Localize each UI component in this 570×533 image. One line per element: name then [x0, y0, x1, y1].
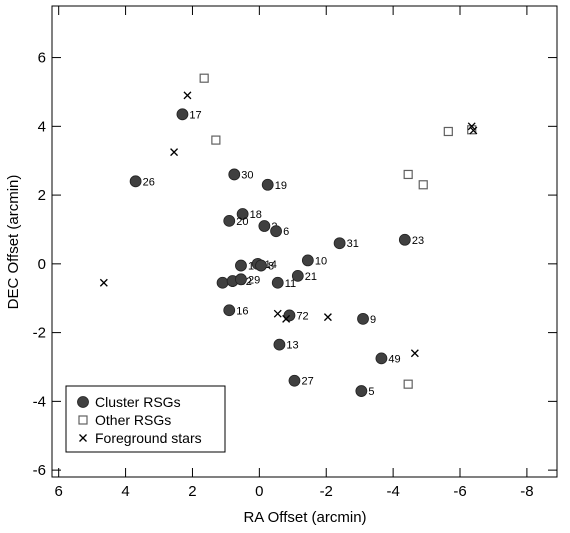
cluster-rsg-point — [235, 273, 247, 286]
y-tick-label: -2 — [33, 325, 46, 342]
cluster-rsg-point-label: 30 — [241, 169, 253, 181]
x-tick-label: 0 — [255, 483, 263, 500]
cluster-rsg-point — [357, 312, 369, 325]
cluster-rsg-point-label: 8 — [268, 261, 274, 273]
cluster-rsg-point — [129, 175, 142, 188]
cluster-rsg-point-label: 31 — [347, 238, 359, 250]
cluster-rsg-point-label: 18 — [250, 209, 262, 221]
other-rsg-point — [418, 180, 428, 190]
x-tick-label: 4 — [121, 483, 129, 500]
foreground-star-stroke — [467, 122, 476, 131]
cluster-rsg-point — [301, 254, 314, 267]
cluster-rsg-point — [270, 225, 282, 238]
cluster-rsg-point-label: 10 — [315, 255, 327, 267]
legend-foreground-label: Foreground stars — [95, 430, 202, 446]
cluster-rsg-point-label: 29 — [248, 274, 260, 286]
foreground-star-point — [273, 309, 282, 318]
foreground-star-point — [170, 148, 179, 157]
y-tick-label: 6 — [38, 50, 46, 67]
cluster-rsg-point — [236, 208, 249, 220]
foreground-star-stroke — [170, 148, 179, 157]
cluster-rsg-point-label: 16 — [236, 305, 248, 317]
x-tick-label: -8 — [520, 483, 533, 500]
legend-foreground-marker — [79, 434, 87, 442]
cluster-rsg-point-label: 14 — [265, 259, 277, 271]
foreground-star-stroke — [282, 314, 291, 323]
other-rsg-point — [211, 135, 221, 145]
cluster-rsg-point-label: 9 — [370, 314, 376, 326]
cluster-rsg-point — [261, 178, 274, 191]
foreground-star-point — [410, 349, 419, 358]
cluster-rsg-point-label: 13 — [286, 340, 298, 352]
cluster-rsg-point — [235, 259, 247, 272]
x-tick-label: -6 — [453, 483, 466, 500]
data-marks: 1730192618202631231015148213522911167213… — [99, 73, 478, 398]
cluster-rsg-point-label: 6 — [283, 226, 289, 238]
foreground-star-stroke — [323, 313, 332, 322]
legend-cluster-rsg-label: Cluster RSGs — [95, 394, 181, 410]
foreground-star-point — [467, 122, 476, 131]
y-tick-label: 0 — [38, 256, 46, 273]
y-tick-label: -6 — [33, 462, 46, 479]
foreground-star-stroke — [410, 349, 419, 358]
cluster-rsg-point — [223, 214, 236, 227]
y-axis-label: DEC Offset (arcmin) — [5, 175, 22, 310]
cluster-rsg-point — [223, 304, 236, 317]
foreground-star-stroke — [469, 126, 478, 135]
cluster-rsg-point-label: 23 — [412, 235, 424, 247]
y-tick-label: 4 — [38, 118, 46, 135]
cluster-rsg-point-label: 72 — [296, 310, 308, 322]
cluster-rsg-point-label: 19 — [275, 180, 287, 192]
cluster-rsg-point-label: 26 — [143, 176, 155, 188]
cluster-rsg-point — [216, 276, 229, 289]
cluster-rsg-point-label: 20 — [236, 216, 248, 228]
x-tick-label: 6 — [55, 483, 63, 500]
y-tick-label: -4 — [33, 393, 46, 410]
cluster-rsg-point — [271, 276, 284, 289]
cluster-rsg-point — [273, 338, 286, 351]
cluster-rsg-point — [258, 220, 271, 232]
legend-cluster-rsg-marker — [77, 396, 89, 408]
foreground-star-point — [99, 278, 108, 287]
legend-box — [65, 385, 226, 453]
legend-other-rsg-label: Other RSGs — [95, 412, 171, 428]
cluster-rsg-point — [228, 168, 241, 181]
cluster-rsg-point — [355, 385, 368, 397]
foreground-star-point — [469, 126, 478, 135]
other-rsg-point — [199, 73, 209, 83]
cluster-rsg-point — [288, 374, 301, 387]
x-axis-label: RA Offset (arcmin) — [243, 509, 366, 526]
other-rsg-point — [443, 126, 453, 137]
cluster-rsg-point — [398, 233, 411, 246]
other-rsg-point — [403, 379, 413, 389]
cluster-rsg-point — [255, 259, 267, 272]
cluster-rsg-point-label: 27 — [301, 376, 313, 388]
cluster-rsg-point — [291, 269, 304, 282]
x-tick-label: -4 — [386, 483, 399, 500]
foreground-star-stroke — [183, 91, 192, 100]
legend: Cluster RSGs Other RSGs Foreground stars — [65, 385, 226, 453]
cluster-rsg-point-label: 49 — [388, 353, 400, 365]
foreground-star-point — [282, 314, 291, 323]
foreground-star-stroke — [99, 278, 108, 287]
cluster-rsg-point — [375, 352, 388, 365]
cluster-rsg-point — [176, 108, 189, 121]
foreground-star-point — [323, 313, 332, 322]
y-tick-label: 2 — [38, 187, 46, 204]
cluster-rsg-point-label: 21 — [305, 271, 317, 283]
plot-frame — [51, 5, 558, 478]
foreground-star-stroke — [273, 309, 282, 318]
cluster-rsg-point-label: 5 — [368, 386, 374, 398]
other-rsg-point — [403, 169, 413, 180]
cluster-rsg-point-label: 17 — [189, 109, 201, 121]
cluster-rsg-point-label: 11 — [285, 278, 296, 290]
x-tick-label: -2 — [320, 483, 333, 500]
x-tick-label: 2 — [188, 483, 196, 500]
foreground-star-point — [183, 91, 192, 100]
cluster-rsg-point — [333, 237, 346, 250]
legend-other-rsg-marker — [78, 415, 88, 425]
